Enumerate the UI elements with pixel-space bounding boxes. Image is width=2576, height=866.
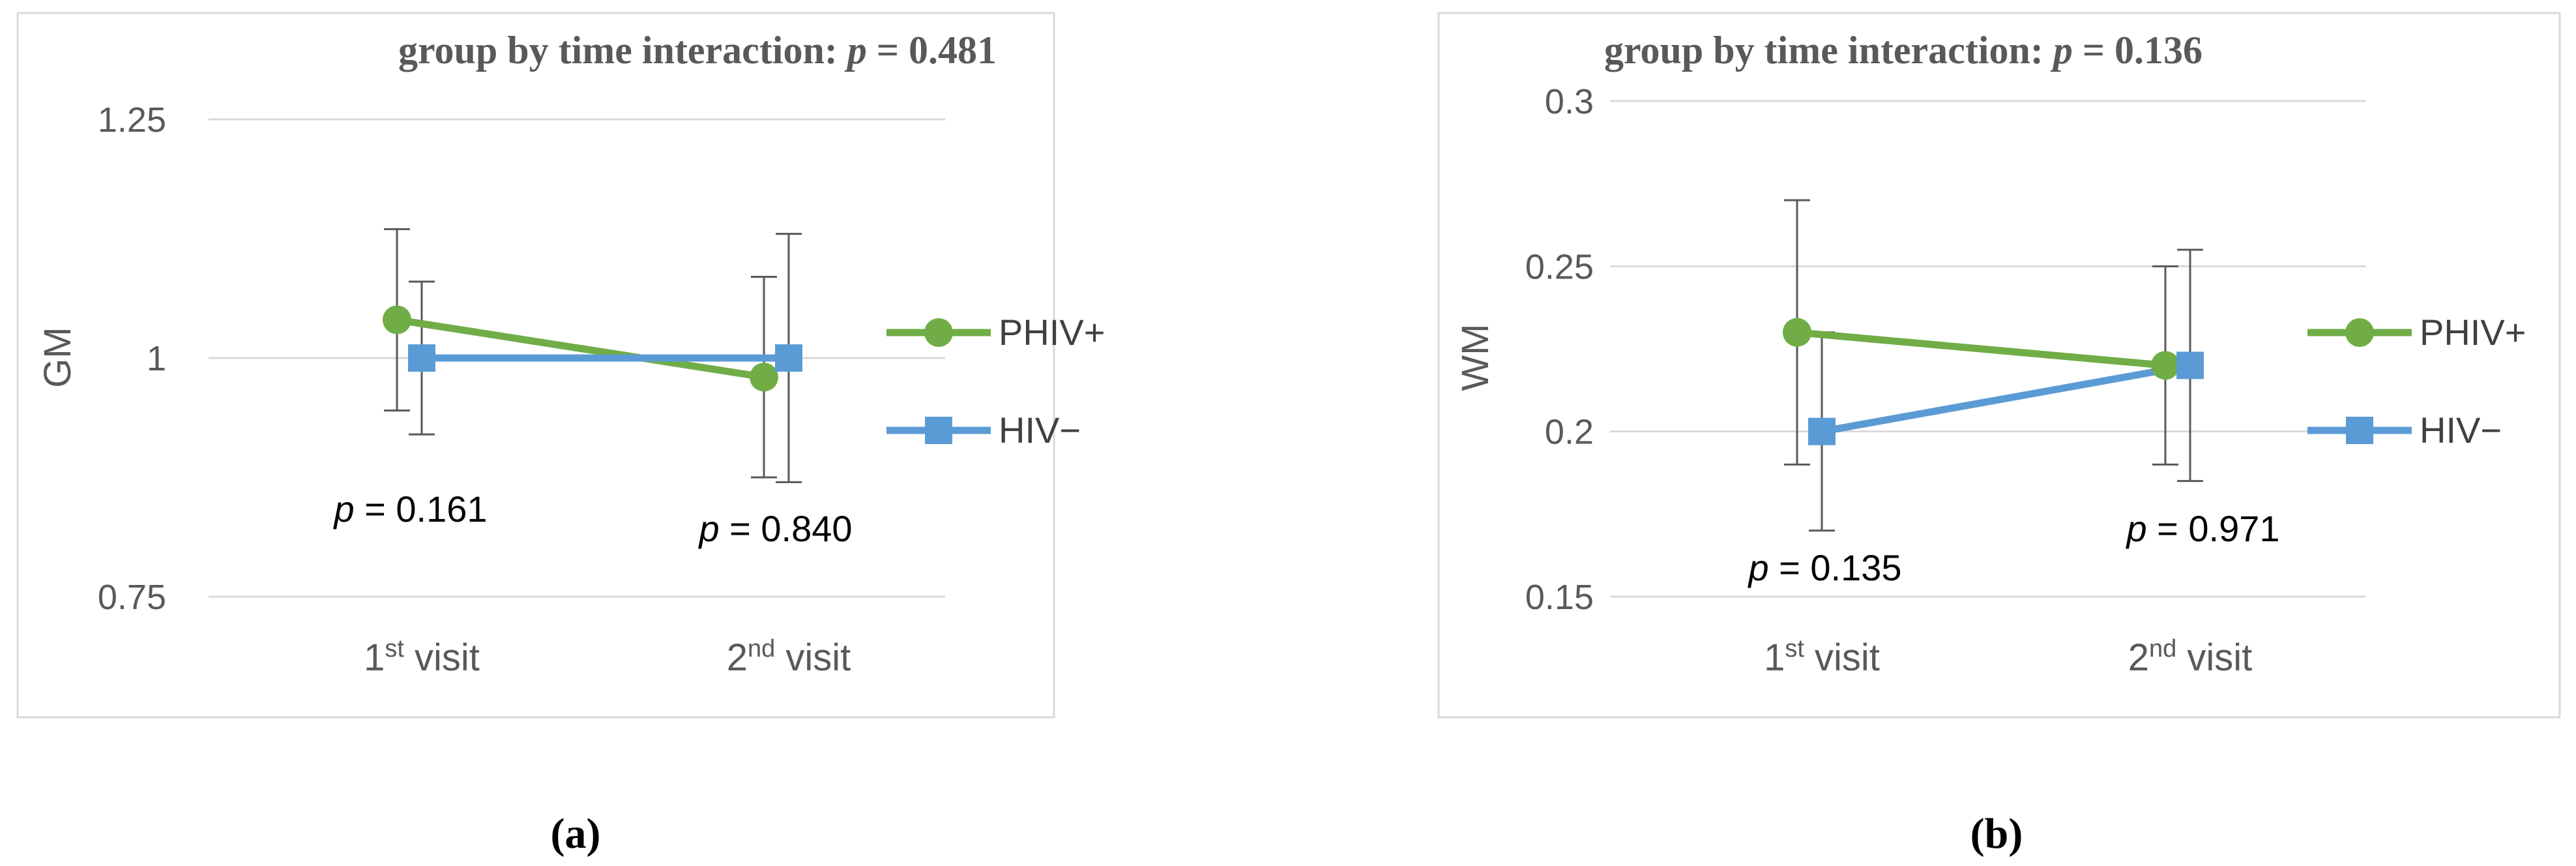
chart-frame (1437, 12, 2561, 719)
p-value-annotation: p = 0.840 (697, 508, 852, 549)
legend-label: HIV− (999, 410, 1081, 451)
legend: PHIV+ HIV− (886, 312, 1105, 451)
data-point (383, 305, 411, 335)
x-tick-label: 1st visit (1764, 635, 1880, 679)
data-point (1783, 318, 1811, 347)
chart-frame (16, 12, 1055, 719)
legend: PHIV+ HIV− (2307, 312, 2526, 451)
legend-entry: HIV− (2307, 410, 2502, 451)
data-point (2176, 351, 2204, 380)
y-tick-labels: 0.75 1 1.25 (98, 100, 166, 617)
y-tick-label: 1.25 (98, 100, 166, 140)
y-tick-label: 1 (147, 339, 166, 378)
x-tick-label: 2nd visit (727, 635, 851, 679)
y-tick-label: 0.25 (1525, 247, 1594, 286)
data-point (750, 363, 778, 392)
x-tick-label: 2nd visit (2128, 635, 2253, 679)
panel-b: group by time interaction: p = 0.136 WM … (1437, 12, 2561, 719)
y-tick-labels: 0.15 0.2 0.25 0.3 (1525, 82, 1594, 617)
series-markers (1783, 318, 2204, 445)
chart-title: group by time interaction: p = 0.481 (398, 29, 997, 72)
series-markers (383, 305, 802, 392)
y-axis-label: GM (37, 327, 79, 387)
chart-title: group by time interaction: p = 0.136 (1604, 29, 2203, 72)
y-tick-label: 0.2 (1545, 413, 1594, 452)
series-line (396, 316, 765, 381)
y-tick-label: 0.15 (1525, 578, 1594, 617)
y-axis-label: WM (1454, 323, 1497, 391)
grid-lines (1610, 100, 2366, 598)
legend-entry: PHIV+ (886, 312, 1105, 353)
data-point (1808, 417, 1836, 445)
panel-label-b: (b) (1970, 810, 2023, 858)
data-point (775, 344, 802, 372)
series-lines (396, 316, 789, 381)
legend-label: HIV− (2420, 410, 2502, 451)
legend-label: PHIV+ (999, 312, 1105, 353)
series-line (1796, 329, 2166, 369)
y-tick-label: 0.75 (98, 578, 166, 617)
series-lines (1796, 329, 2191, 436)
x-tick-labels: 1st visit 2nd visit (364, 635, 851, 679)
data-point (408, 344, 435, 372)
panel-label-a: (a) (551, 810, 601, 858)
x-tick-label: 1st visit (364, 635, 480, 679)
data-point (2151, 351, 2180, 380)
x-tick-labels: 1st visit 2nd visit (1764, 635, 2252, 679)
annotations: p = 0.135 p = 0.971 (1747, 508, 2279, 588)
p-value-annotation: p = 0.135 (1747, 547, 1901, 588)
legend-entry: HIV− (886, 410, 1081, 451)
legend-entry: PHIV+ (2307, 312, 2526, 353)
y-tick-label: 0.3 (1545, 82, 1594, 121)
annotations: p = 0.161 p = 0.840 (332, 488, 852, 549)
panel-a: group by time interaction: p = 0.481 GM … (16, 12, 1105, 719)
p-value-annotation: p = 0.161 (332, 488, 487, 530)
p-value-annotation: p = 0.971 (2125, 508, 2279, 549)
legend-label: PHIV+ (2420, 312, 2526, 353)
series-line (1821, 361, 2191, 436)
